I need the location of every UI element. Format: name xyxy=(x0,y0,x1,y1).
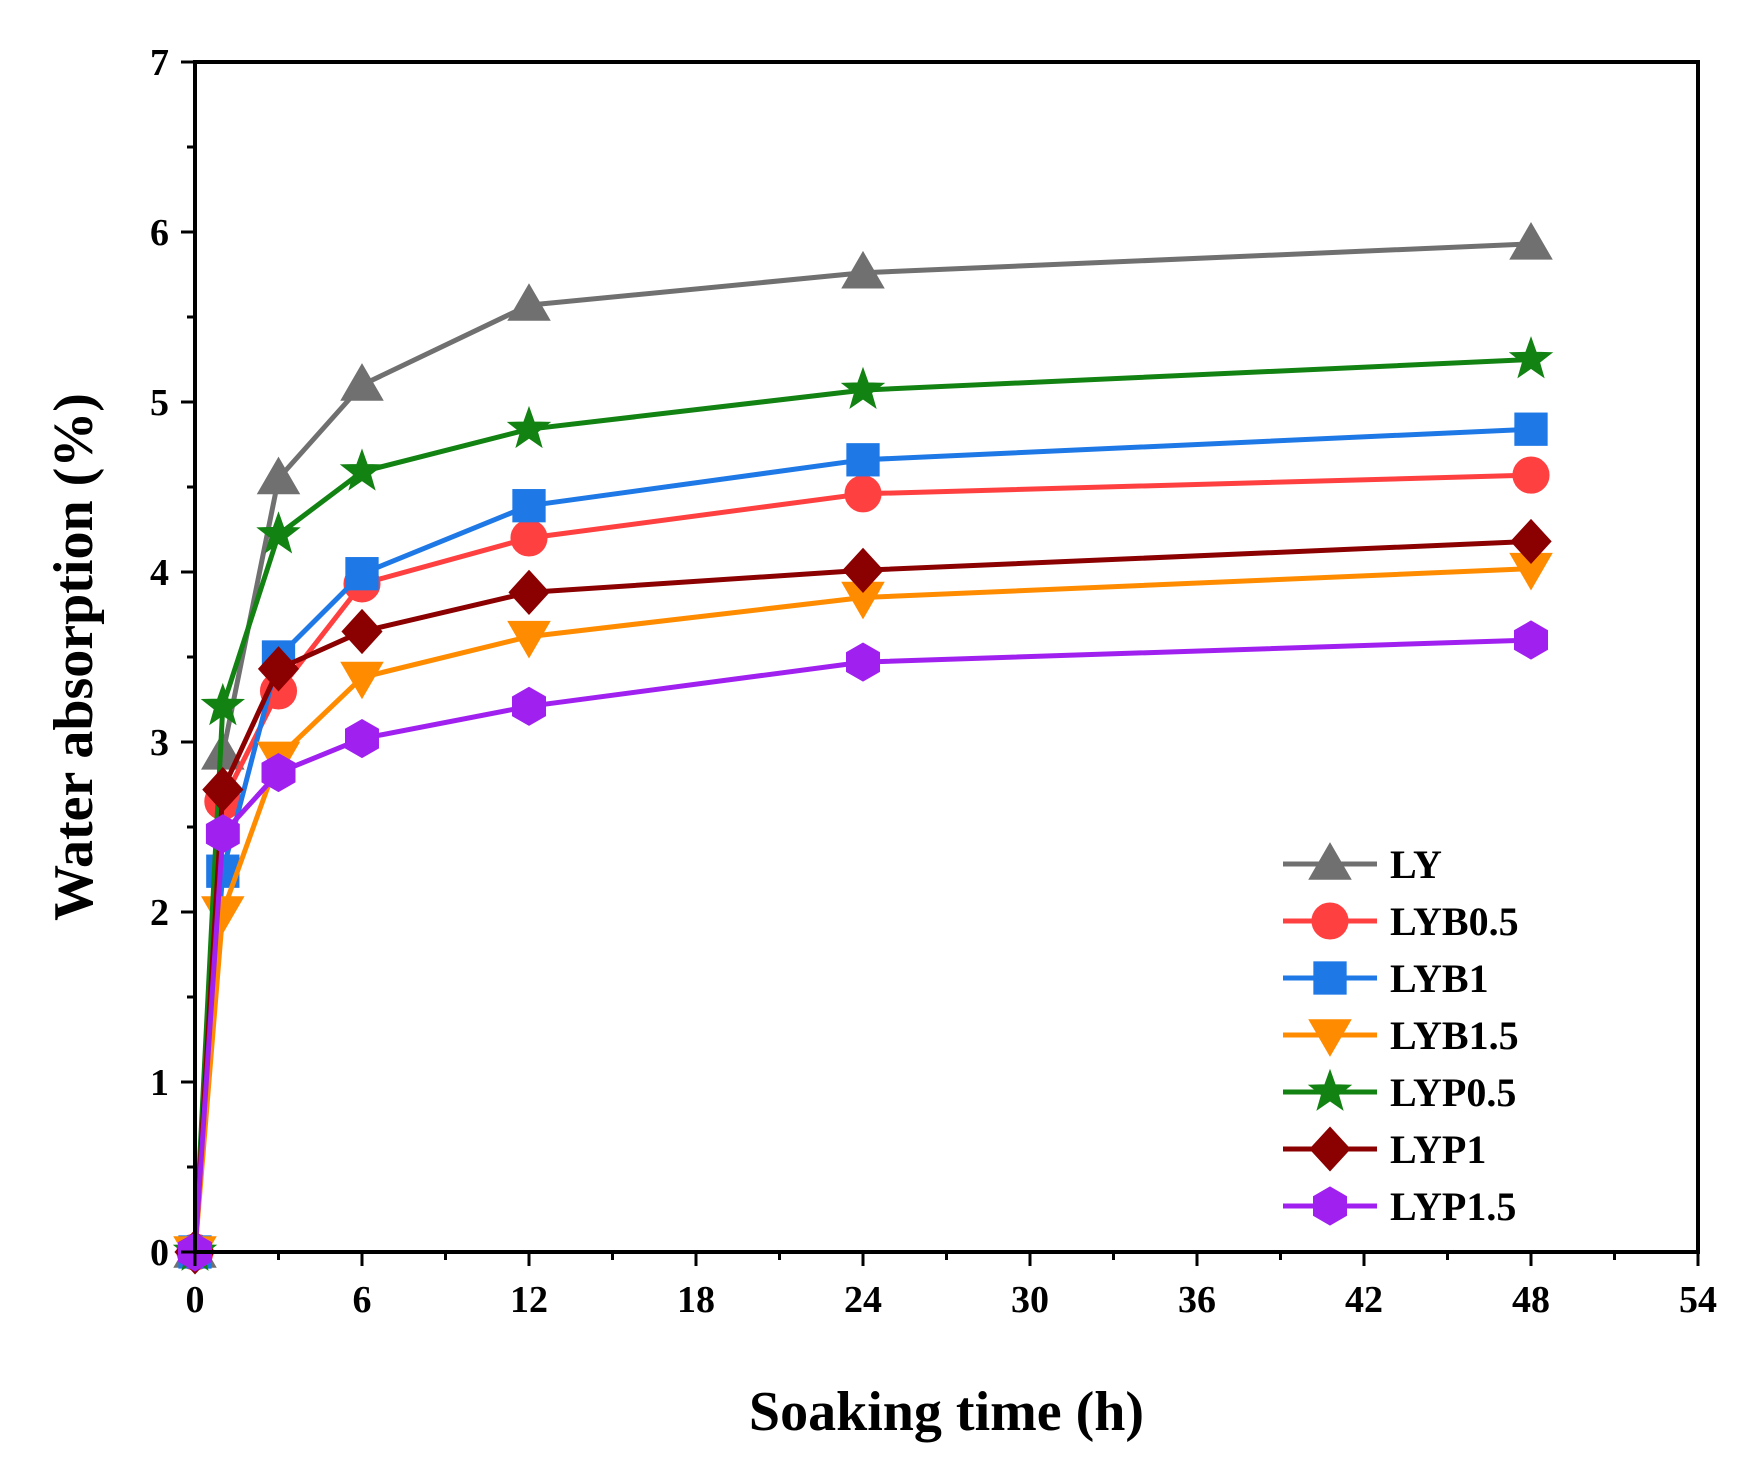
data-point-lyp0-5 xyxy=(1508,336,1554,379)
legend-item-lyb1-5: LYB1.5 xyxy=(1283,1013,1519,1058)
data-point-ly xyxy=(340,363,384,401)
legend-label: LYP0.5 xyxy=(1390,1070,1516,1115)
y-axis-title: Water absorption (%) xyxy=(43,393,105,921)
data-point-lyp1 xyxy=(1510,518,1552,565)
legend-marker xyxy=(1307,1068,1353,1111)
data-point-lyp0-5 xyxy=(506,405,552,449)
data-point-lyp1-5 xyxy=(512,686,546,726)
data-point-lyp1-5 xyxy=(205,814,240,854)
x-axis-title: Soaking time (h) xyxy=(749,1381,1144,1443)
data-point-lyp1 xyxy=(257,646,300,692)
y-tick-label: 4 xyxy=(150,552,169,594)
data-point-lyb0-5 xyxy=(510,519,548,557)
legend-marker xyxy=(1311,902,1349,940)
data-point-ly xyxy=(256,456,301,495)
x-tick-label: 12 xyxy=(510,1279,548,1321)
data-point-lyb1-5 xyxy=(340,661,384,700)
data-point-lyp1 xyxy=(508,569,550,616)
x-tick-label: 48 xyxy=(1512,1279,1550,1321)
data-point-lyp0-5 xyxy=(840,366,886,410)
legend-item-lyb0-5: LYB0.5 xyxy=(1283,899,1519,944)
y-tick-label: 5 xyxy=(150,382,169,424)
data-point-lyp1 xyxy=(842,547,884,593)
y-tick-label: 6 xyxy=(150,212,169,254)
y-tick-label: 0 xyxy=(150,1232,169,1274)
legend-item-lyp1: LYP1 xyxy=(1283,1126,1486,1172)
legend: LY LYB0.5 LYB1 LYB1.5 LYP0.5 LYP1 LYP1.5 xyxy=(1283,842,1519,1229)
legend-label: LYP1.5 xyxy=(1390,1184,1516,1229)
y-tick-label: 7 xyxy=(150,42,169,84)
x-tick-label: 18 xyxy=(677,1279,715,1321)
data-point-lyp1 xyxy=(202,766,244,813)
legend-label: LYB1 xyxy=(1390,956,1489,1001)
data-point-lyb1-5 xyxy=(507,620,551,659)
data-point-ly xyxy=(841,250,885,289)
x-tick-label: 42 xyxy=(1345,1279,1383,1321)
data-point-lyp1 xyxy=(341,608,383,655)
x-tick-label: 0 xyxy=(186,1279,205,1321)
data-point-lyp0-5 xyxy=(256,511,301,554)
data-point-lyb1 xyxy=(1514,412,1548,446)
data-point-lyp1-5 xyxy=(345,719,379,759)
legend-marker xyxy=(1308,1019,1352,1057)
data-point-lyp0-5 xyxy=(339,448,385,491)
data-point-ly xyxy=(507,283,551,321)
data-point-lyp1-5 xyxy=(846,642,880,682)
data-point-lyb0-5 xyxy=(844,475,882,513)
legend-item-ly: LY xyxy=(1283,842,1442,887)
legend-item-lyp1-5: LYP1.5 xyxy=(1283,1184,1516,1229)
x-tick-label: 6 xyxy=(353,1279,372,1321)
series-layer xyxy=(172,222,1554,1275)
y-tick-label: 3 xyxy=(150,722,169,764)
data-point-lyp0-5 xyxy=(200,682,246,726)
legend-item-lyp0-5: LYP0.5 xyxy=(1283,1068,1516,1115)
legend-label: LYP1 xyxy=(1390,1127,1486,1172)
y-tick-label: 1 xyxy=(150,1062,169,1104)
legend-item-lyb1: LYB1 xyxy=(1283,956,1489,1001)
data-point-lyp1-5 xyxy=(261,753,296,793)
legend-label: LYB0.5 xyxy=(1390,899,1519,944)
data-point-lyb0-5 xyxy=(1512,456,1550,494)
x-tick-label: 30 xyxy=(1011,1279,1049,1321)
legend-marker xyxy=(1308,842,1352,880)
series-lyp1-5 xyxy=(178,620,1548,1272)
y-tick-label: 2 xyxy=(150,892,169,934)
legend-marker xyxy=(1309,1126,1351,1172)
data-point-ly xyxy=(1509,222,1553,260)
legend-marker xyxy=(1313,961,1347,995)
data-point-lyp1-5 xyxy=(1514,620,1548,660)
legend-marker xyxy=(1313,1186,1347,1226)
x-tick-label: 24 xyxy=(844,1279,882,1321)
legend-label: LYB1.5 xyxy=(1390,1013,1519,1058)
data-point-lyb1 xyxy=(846,443,880,477)
data-point-lyb1 xyxy=(345,557,379,591)
legend-label: LY xyxy=(1390,842,1442,887)
data-point-lyb1 xyxy=(512,489,546,523)
x-tick-label: 54 xyxy=(1679,1279,1717,1321)
x-tick-label: 36 xyxy=(1178,1279,1216,1321)
